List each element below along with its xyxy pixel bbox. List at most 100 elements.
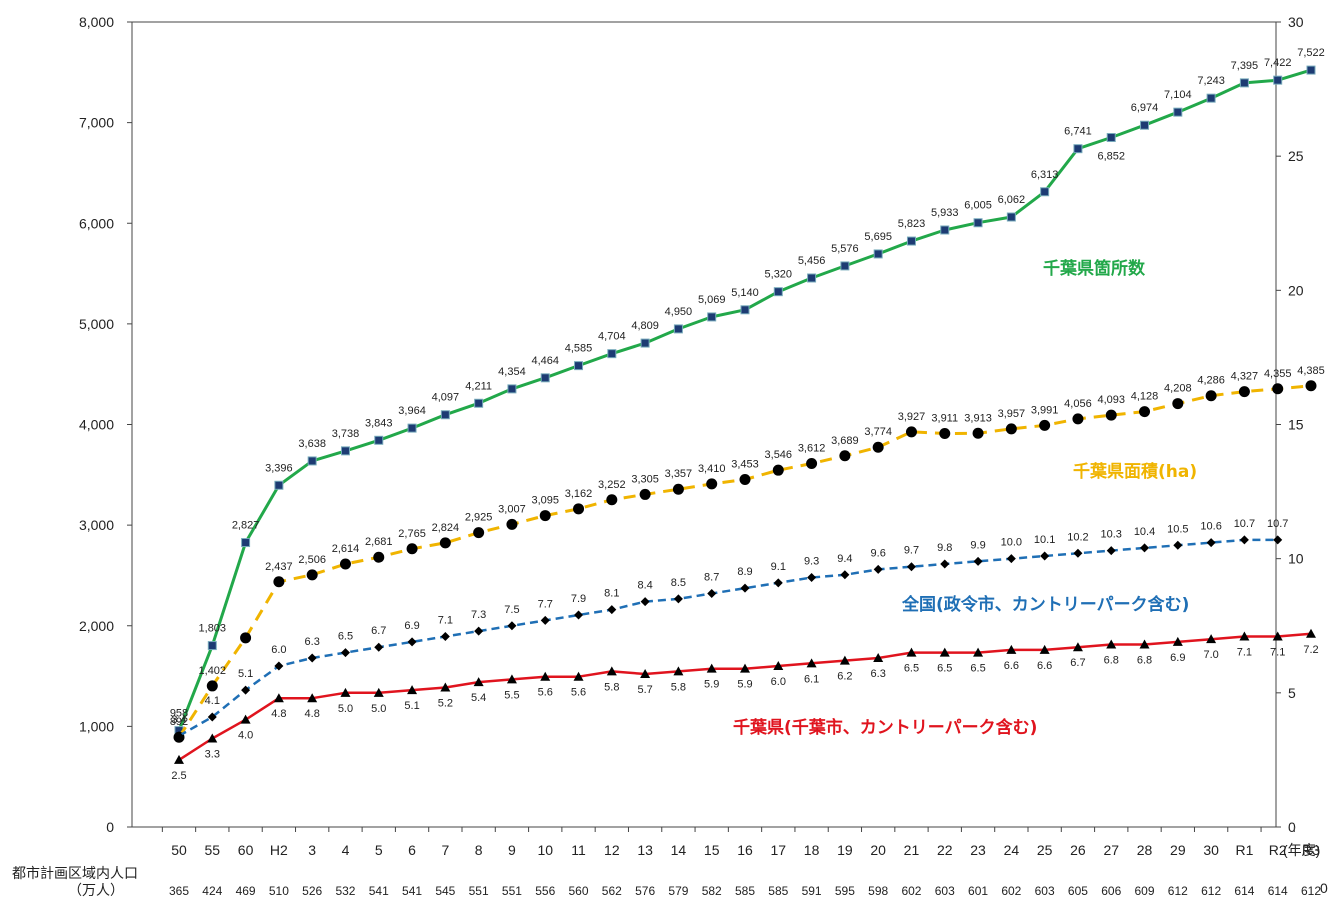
marker-chiba-area bbox=[972, 427, 984, 439]
data-label-chiba-pref: 7.1 bbox=[1270, 646, 1285, 658]
marker-national bbox=[807, 572, 817, 582]
x-axis-tick-label: 10 bbox=[537, 842, 553, 858]
data-label-chiba-pref: 4.8 bbox=[305, 708, 320, 720]
marker-national bbox=[1140, 543, 1150, 553]
data-label-chiba-pref: 5.8 bbox=[671, 681, 686, 693]
marker-chiba-pref bbox=[1272, 631, 1283, 641]
data-label-chiba-count: 7,522 bbox=[1297, 47, 1325, 59]
marker-chiba-area bbox=[1139, 406, 1151, 418]
data-label-national: 9.3 bbox=[804, 555, 819, 567]
marker-chiba-area bbox=[1039, 419, 1051, 431]
marker-chiba-pref bbox=[407, 685, 418, 695]
x-axis-tick-label: 8 bbox=[475, 842, 483, 858]
left-axis-tick-label: 5,000 bbox=[79, 316, 114, 332]
marker-chiba-area bbox=[1305, 380, 1317, 392]
marker-chiba-count bbox=[640, 338, 650, 348]
data-label-chiba-count: 7,395 bbox=[1231, 60, 1259, 72]
marker-chiba-count bbox=[1239, 78, 1249, 88]
marker-chiba-area bbox=[1272, 383, 1284, 395]
data-label-chiba-pref: 5.0 bbox=[338, 703, 353, 715]
data-label-chiba-pref: 6.6 bbox=[1037, 660, 1052, 672]
data-label-chiba-area: 3,453 bbox=[731, 459, 759, 471]
series-label-chiba-count: 千葉県箇所数 bbox=[1043, 258, 1146, 279]
population-value: 560 bbox=[569, 884, 589, 898]
marker-chiba-pref bbox=[440, 682, 451, 692]
marker-national bbox=[174, 731, 184, 741]
data-label-chiba-count: 3,638 bbox=[298, 438, 326, 450]
data-label-chiba-count: 6,313 bbox=[1031, 169, 1059, 181]
marker-national bbox=[540, 615, 550, 625]
marker-chiba-area bbox=[872, 441, 884, 453]
marker-chiba-pref bbox=[340, 687, 351, 697]
data-label-chiba-count: 4,704 bbox=[598, 331, 626, 343]
marker-national bbox=[607, 605, 617, 615]
marker-chiba-count bbox=[773, 287, 783, 297]
data-label-chiba-count: 6,005 bbox=[964, 200, 992, 212]
x-axis-tick-label: R1 bbox=[1235, 842, 1253, 858]
marker-chiba-count bbox=[574, 361, 584, 371]
population-value: 526 bbox=[302, 884, 322, 898]
marker-national bbox=[407, 637, 417, 647]
marker-national bbox=[574, 610, 584, 620]
x-axis-tick-label: 30 bbox=[1203, 842, 1219, 858]
data-label-chiba-pref: 2.5 bbox=[171, 770, 186, 782]
data-label-chiba-count: 5,140 bbox=[731, 287, 759, 299]
population-value: 612 bbox=[1168, 884, 1188, 898]
data-label-chiba-count: 7,243 bbox=[1197, 75, 1225, 87]
data-label-national: 6.5 bbox=[338, 631, 353, 643]
data-label-chiba-area: 4,128 bbox=[1131, 391, 1159, 403]
x-axis-tick-label: 5 bbox=[375, 842, 383, 858]
data-label-chiba-count: 5,823 bbox=[898, 218, 926, 230]
marker-chiba-count bbox=[340, 446, 350, 456]
marker-chiba-area bbox=[672, 483, 684, 495]
data-label-national: 10.4 bbox=[1134, 526, 1155, 538]
left-axis-tick-label: 3,000 bbox=[79, 517, 114, 533]
marker-national bbox=[673, 594, 683, 604]
data-label-chiba-pref: 6.5 bbox=[937, 663, 952, 675]
right-axis-tick-label: 10 bbox=[1288, 551, 1304, 567]
left-axis-tick-label: 7,000 bbox=[79, 115, 114, 131]
marker-national bbox=[241, 685, 251, 695]
marker-chiba-count bbox=[1106, 133, 1116, 143]
marker-chiba-count bbox=[274, 480, 284, 490]
marker-chiba-count bbox=[407, 423, 417, 433]
data-label-chiba-area: 4,355 bbox=[1264, 368, 1292, 380]
marker-chiba-pref bbox=[1139, 639, 1150, 649]
marker-chiba-pref bbox=[640, 669, 651, 679]
marker-chiba-area bbox=[339, 558, 351, 570]
x-axis-tick-label: 60 bbox=[238, 842, 254, 858]
data-label-chiba-count: 1,803 bbox=[199, 623, 227, 635]
x-axis-tick-label: 29 bbox=[1170, 842, 1186, 858]
marker-chiba-pref bbox=[673, 666, 684, 676]
population-value: 469 bbox=[236, 884, 256, 898]
marker-chiba-count bbox=[474, 398, 484, 408]
marker-chiba-area bbox=[939, 427, 951, 439]
population-value: 541 bbox=[402, 884, 422, 898]
data-label-national: 10.1 bbox=[1034, 534, 1055, 546]
marker-national bbox=[906, 562, 916, 572]
data-label-chiba-area: 3,305 bbox=[631, 473, 659, 485]
data-label-national: 5.1 bbox=[238, 668, 253, 680]
population-value: 614 bbox=[1268, 884, 1288, 898]
data-label-national: 10.5 bbox=[1167, 523, 1188, 535]
data-label-chiba-area: 3,007 bbox=[498, 503, 526, 515]
right-axis-tick-label: 30 bbox=[1288, 14, 1304, 30]
marker-chiba-count bbox=[673, 324, 683, 334]
marker-chiba-area bbox=[406, 543, 418, 555]
data-label-chiba-area: 4,286 bbox=[1197, 375, 1225, 387]
data-label-chiba-count: 3,396 bbox=[265, 462, 293, 474]
data-label-national: 7.3 bbox=[471, 609, 486, 621]
data-label-chiba-pref: 5.5 bbox=[504, 689, 519, 701]
marker-chiba-area bbox=[539, 510, 551, 522]
population-value: 598 bbox=[868, 884, 888, 898]
marker-chiba-count bbox=[207, 641, 217, 651]
marker-chiba-pref bbox=[839, 655, 850, 665]
marker-chiba-count bbox=[707, 312, 717, 322]
data-label-chiba-pref: 5.4 bbox=[471, 692, 486, 704]
data-label-chiba-pref: 4.8 bbox=[271, 708, 286, 720]
marker-chiba-pref bbox=[373, 687, 384, 697]
population-value: 532 bbox=[335, 884, 355, 898]
data-label-chiba-count: 958 bbox=[170, 708, 188, 720]
data-label-chiba-area: 4,327 bbox=[1231, 371, 1259, 383]
marker-national bbox=[1006, 554, 1016, 564]
